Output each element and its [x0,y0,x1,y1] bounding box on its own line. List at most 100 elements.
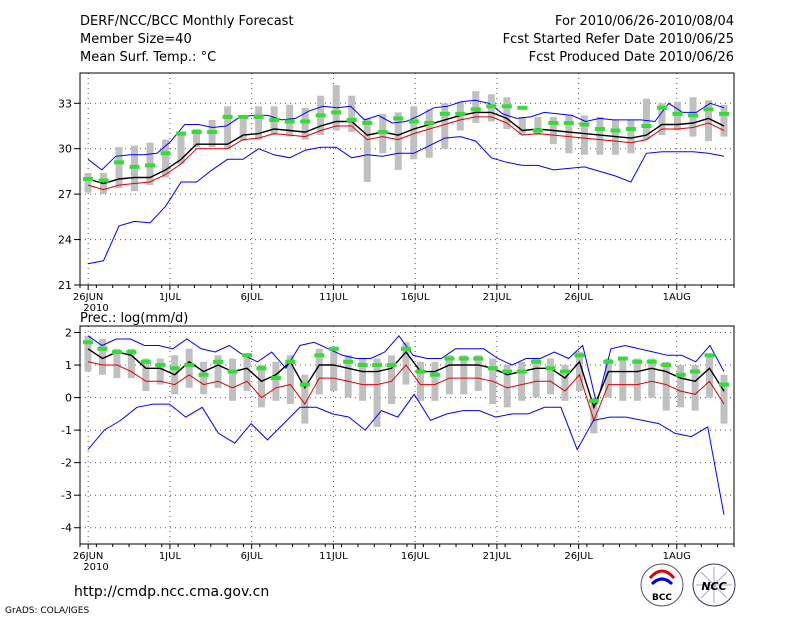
temp-spread-box [472,91,480,123]
precip-spread-box [503,365,511,408]
precip-spread-box [561,365,569,401]
header-variable: Mean Surf. Temp.: °C [80,50,216,65]
precip-xtick-label: 16JUL [401,551,430,562]
temp-ensemble-median-line [87,116,725,191]
temp-ytick-label: 21 [58,279,72,292]
precip-climatology-marker [343,359,354,364]
precip-spread-box [532,358,540,398]
temperature-panel: 21 24 27 30 33 26JUN 1JUL 6JUL 11JUL 16JUL 21JUL 26… [58,72,735,314]
temp-climatology-marker [284,119,295,124]
ncc-logo: NCC [692,563,736,607]
globe-icon [696,567,732,603]
temp-climatology-marker [238,114,249,119]
temp-climatology-marker [83,177,93,181]
precip-climatology-marker [155,363,166,368]
temp-climatology-marker [346,117,357,122]
precip-climatology-marker [487,366,498,371]
temp-xtick-label: 6JUL [241,292,264,303]
header-period: For 2010/06/26-2010/08/04 [555,14,734,29]
precip-xtick-label: 26JUN [73,551,103,562]
source-url[interactable]: http://cmdp.ncc.cma.gov.cn [74,584,269,600]
temp-climatology-marker [207,130,218,135]
temp-climatology-marker [594,127,605,132]
bcc-logo: BCC [640,563,684,607]
precip-climatology-marker [516,369,527,374]
temp-climatology-marker [672,111,683,116]
precip-spread-box [402,342,410,385]
precip-spread-box [677,365,685,408]
precip-climatology-marker [126,350,137,355]
temp-spread-box [177,132,185,164]
temp-xtick-label: 16JUL [401,292,430,303]
precip-climatology-marker [401,346,411,351]
temp-climatology-marker [470,107,481,112]
precip-climatology-marker [256,366,267,371]
precip-climatology-marker [83,340,93,345]
temp-climatology-marker [719,111,729,116]
precip-spread-box [445,355,453,395]
precip-spread-box [604,358,612,398]
precip-climatology-marker [198,372,209,377]
temp-xtick-label: 21JUL [483,292,512,303]
precip-ytick-label: -1 [61,424,72,437]
precip-climatology-marker [704,353,715,358]
precip-spread-box [706,355,714,398]
temp-spread-box [534,116,542,136]
header-title: DERF/NCC/BCC Monthly Forecast [80,14,294,29]
precip-climatology-marker [502,369,513,374]
precip-climatology-marker [386,363,397,368]
precip-frame [79,325,735,545]
precip-xtick-label: 1JUL [159,551,182,562]
precip-climatology-marker [314,353,325,358]
precip-ytick-label: -4 [61,522,72,535]
temp-ytick-label: 30 [58,143,72,156]
temp-spread-box [363,118,371,183]
precip-spread-box [156,358,164,385]
precip-climatology-marker [97,346,108,351]
temp-climatology-marker [656,105,667,110]
temp-climatology-marker [579,122,590,127]
temp-ytick-label: 33 [58,97,72,110]
precip-climatology-marker [473,356,484,361]
precip-panel-title: Prec.: log(mm/d) [80,311,188,326]
precip-climatology-marker [357,363,368,368]
precip-spread-box [214,355,222,388]
temp-climatology-marker [160,151,171,156]
precip-spread-box [113,348,121,379]
bcc-logo-text: BCC [652,593,672,603]
precip-spread-box [416,361,424,401]
precip-spread-box [301,374,309,424]
temp-climatology-marker [377,130,388,135]
temp-climatology-marker [625,127,636,132]
temp-spread-box [518,116,526,136]
precip-spread-box [373,358,381,427]
temp-climatology-marker [424,120,435,125]
precip-climatology-marker [140,359,151,364]
precip-climatology-marker [588,398,599,403]
precip-spread-box [330,348,338,392]
precip-spread-box [315,348,323,395]
temp-xtick-label: 1JUL [159,292,182,303]
precip-spread-box [98,339,106,375]
precip-climatology-marker [184,363,195,368]
precip-spread-box [460,355,468,395]
precip-spread-box [518,361,526,401]
precip-climatology-marker [531,359,542,364]
temp-spread-box [611,119,619,155]
temp-spread-box [456,101,464,131]
temp-climatology-marker [548,120,559,125]
temp-ensemble-max-line [87,99,725,171]
precip-climatology-marker [617,356,628,361]
temp-spread-box [658,103,666,136]
precip-xtick-label: 11JUL [319,551,348,562]
precip-climatology-marker [415,369,426,374]
temp-spread-box [394,112,402,170]
precip-climatology-marker [242,353,252,358]
temp-climatology-marker [269,117,280,122]
temp-spread-box [580,115,588,155]
precip-xtick-label: 6JUL [241,551,264,562]
temp-climatology-marker [486,104,497,109]
precip-climatology-marker [328,346,339,351]
temp-climatology-marker [315,113,326,118]
